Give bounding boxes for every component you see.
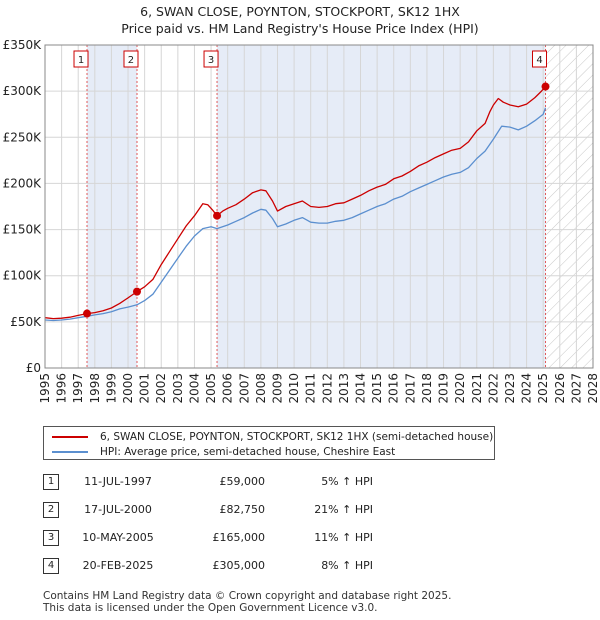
sales-table: 1 11-JUL-1997 £59,000 5% ↑ HPI 2 17-JUL-… [43,474,443,586]
sale-date: 10-MAY-2005 [82,531,154,544]
sale-hpi-change: 5% ↑ HPI [321,475,373,488]
hpi-line [44,107,547,322]
x-tick-label: 2004 [187,373,201,404]
sale-hpi-change: 21% ↑ HPI [314,503,373,516]
y-axis-labels: £0 £50K £100K £150K £200K £250K £300K £350K [3,38,43,375]
sale-marker-box [73,50,89,68]
x-tick-label: 2013 [337,373,351,404]
x-tick-label: 2017 [403,373,417,404]
legend-swatch-hpi [52,451,88,453]
sale-shading-band [217,45,546,368]
forecast-hatch-region [545,45,593,368]
x-tick-label: 2020 [453,373,467,404]
sale-point [83,309,92,318]
x-tick-label: 1997 [71,373,85,404]
sale-marker-box [123,50,139,68]
x-tick-label: 2022 [486,373,500,404]
sale-hpi-change: 8% ↑ HPI [321,559,373,572]
x-tick-label: 2023 [503,373,517,404]
sale-price: £305,000 [212,559,266,572]
x-tick-label: 2024 [520,373,534,404]
y-tick-label: £250K [3,130,43,144]
sale-number-badge: 1 [43,474,59,490]
sale-marker-box [203,50,219,68]
sale-row: 3 10-MAY-2005 £165,000 11% ↑ HPI [43,530,443,558]
x-tick-label: 2021 [470,373,484,404]
sale-point [132,287,141,296]
x-tick-label: 2005 [204,373,218,404]
footer-licence: This data is licensed under the Open Gov… [43,602,378,614]
sale-marker-label: 4 [536,55,542,66]
sale-marker-label: 3 [208,55,214,66]
sale-marker-box [532,50,548,68]
x-tick-label: 2007 [237,373,251,404]
sale-row: 4 20-FEB-2025 £305,000 8% ↑ HPI [43,558,443,586]
x-tick-label: 2019 [437,373,451,404]
x-tick-label: 2000 [121,373,135,404]
x-tick-label: 2018 [420,373,434,404]
x-tick-label: 2025 [536,373,550,404]
sale-price: £82,750 [219,503,266,516]
x-axis-labels: 1995 1996 1997 1998 1999 2000 2001 2002 2003 2004… [38,373,600,404]
y-tick-label: £100K [3,269,43,283]
y-tick-label: £350K [3,38,43,52]
sale-number-badge: 4 [43,558,59,574]
x-tick-label: 2027 [569,373,583,404]
sale-number-badge: 3 [43,530,59,546]
x-tick-label: 2009 [270,373,284,404]
legend-label-property: 6, SWAN CLOSE, POYNTON, STOCKPORT, SK12 … [100,431,494,443]
y-tick-label: £300K [3,84,43,98]
x-tick-label: 1996 [55,373,69,404]
sale-date: 11-JUL-1997 [84,475,152,488]
x-tick-label: 2014 [354,373,368,404]
x-tick-label: 1995 [38,373,52,404]
x-tick-label: 2008 [254,373,268,404]
sale-row: 2 17-JUL-2000 £82,750 21% ↑ HPI [43,502,443,530]
sale-price: £165,000 [212,531,266,544]
sale-point [213,211,222,220]
price-chart: 1 2 3 4 £0 £50K £100K £150K £200K £250K £300K £350… [3,38,600,404]
sale-marker-label: 1 [78,55,84,66]
sale-marker-boxes: 1 2 3 4 [73,50,548,68]
x-tick-label: 1999 [104,373,118,404]
x-tick-label: 2028 [586,373,600,404]
x-tick-label: 2012 [320,373,334,404]
chart-title: 6, SWAN CLOSE, POYNTON, STOCKPORT, SK12 … [140,4,460,19]
footer-attribution: Contains HM Land Registry data © Crown c… [43,590,451,614]
sale-shading-layer [87,45,546,368]
x-tick-label: 2011 [304,373,318,404]
sale-row: 1 11-JUL-1997 £59,000 5% ↑ HPI [43,474,443,502]
x-tick-label: 2001 [138,373,152,404]
sale-point [541,82,550,91]
x-tick-label: 2003 [171,373,185,404]
x-tick-label: 2015 [370,373,384,404]
legend-label-hpi: HPI: Average price, semi-detached house,… [100,446,396,458]
x-tick-label: 2002 [154,373,168,404]
x-tick-label: 2016 [387,373,401,404]
x-tick-label: 2026 [553,373,567,404]
sale-price: £59,000 [219,475,266,488]
y-tick-label: £0 [26,361,41,375]
chart-subtitle: Price paid vs. HM Land Registry's House … [121,21,479,36]
sale-marker-label: 2 [128,55,134,66]
sale-number-badge: 2 [43,502,59,518]
x-tick-label: 1998 [88,373,102,404]
y-tick-label: £200K [3,176,43,190]
sale-date: 17-JUL-2000 [84,503,152,516]
chart-title-block: 6, SWAN CLOSE, POYNTON, STOCKPORT, SK12 … [0,3,600,37]
y-tick-label: £50K [10,315,42,329]
x-tick-label: 2010 [287,373,301,404]
y-tick-label: £150K [3,223,43,237]
chart-legend: 6, SWAN CLOSE, POYNTON, STOCKPORT, SK12 … [43,426,495,460]
x-tick-label: 2006 [221,373,235,404]
sale-hpi-change: 11% ↑ HPI [314,531,373,544]
sale-marker-lines [86,45,547,368]
sale-points [83,82,550,318]
sale-date: 20-FEB-2025 [82,559,154,572]
plot-frame [44,44,594,369]
footer-copyright: Contains HM Land Registry data © Crown c… [43,590,452,602]
legend-swatch-property [52,436,88,438]
